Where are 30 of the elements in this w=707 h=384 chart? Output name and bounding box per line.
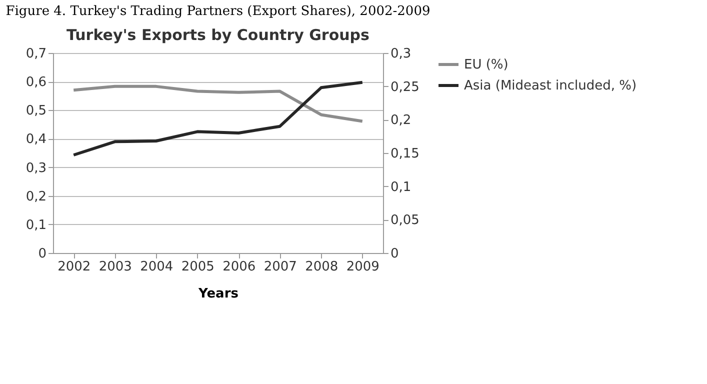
chart-subtitle: Turkey's Exports by Country Groups — [66, 26, 370, 44]
y-tick-label: 0,5 — [26, 104, 46, 119]
y-tick-label: 0,7 — [26, 46, 46, 62]
chart-title: Figure 4. Turkey's Trading Partners (Export Shares), 2002-2009 — [6, 4, 430, 19]
y2-tick-label: 0,3 — [390, 46, 412, 62]
y2-tick-label: 0,05 — [390, 213, 420, 228]
y2-tick-label: 0,1 — [390, 180, 412, 195]
y-tick-label: 0,3 — [26, 160, 46, 176]
y-tick-label: 0,2 — [26, 189, 46, 204]
line-series — [72, 84, 364, 123]
x-axis-title: Years — [198, 286, 239, 302]
x-tick-label: 2008 — [305, 260, 338, 274]
y2-tick-label: 0,25 — [390, 80, 420, 95]
x-tick-label: 2009 — [346, 260, 380, 274]
line-series — [72, 80, 364, 156]
y-tick-label: 0 — [38, 246, 46, 262]
y-tick-label: 0,6 — [26, 75, 46, 90]
x-tick-label: 2004 — [140, 260, 174, 274]
y2-tick-label: 0 — [390, 246, 399, 262]
x-tick-label: 2005 — [181, 260, 214, 274]
legend-label: EU (%) — [464, 58, 508, 72]
x-tick-label: 2003 — [98, 260, 132, 274]
y2-tick-label: 0,15 — [390, 146, 420, 162]
legend-label: Asia (Mideast included, %) — [464, 78, 637, 94]
x-tick-label: 2007 — [264, 260, 297, 274]
x-tick-label: 2006 — [222, 260, 256, 274]
y2-tick-label: 0,2 — [390, 113, 412, 128]
y-tick-label: 0,4 — [26, 132, 46, 148]
y-tick-label: 0,1 — [26, 218, 46, 233]
x-tick-label: 2002 — [58, 260, 91, 274]
